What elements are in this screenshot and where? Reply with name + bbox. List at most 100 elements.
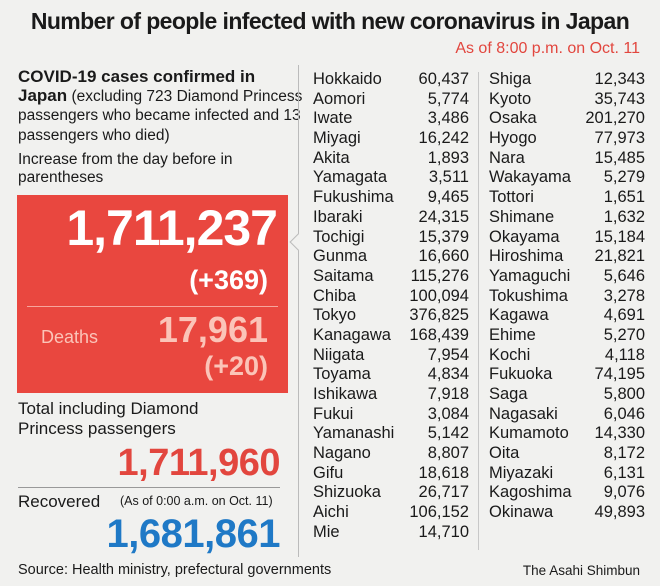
prefecture-name: Shizuoka: [313, 483, 381, 502]
prefecture-row: Iwate 3,486: [313, 109, 469, 129]
prefecture-row: Kagoshima 9,076: [489, 483, 645, 503]
prefecture-row: Gunma 16,660: [313, 247, 469, 267]
prefecture-name: Nagano: [313, 444, 371, 463]
prefecture-cases: 3,084: [427, 404, 469, 423]
prefecture-name: Chiba: [313, 286, 357, 305]
prefecture-row: Ishikawa 7,918: [313, 385, 469, 405]
prefecture-name: Shimane: [489, 207, 555, 226]
recovered-label: Recovered: [18, 492, 101, 511]
prefecture-name: Aomori: [313, 89, 366, 108]
prefecture-cases: 6,046: [603, 404, 645, 423]
prefecture-cases: 18,618: [418, 463, 469, 482]
prefecture-row: Toyama 4,834: [313, 365, 469, 385]
prefecture-name: Kanagawa: [313, 325, 391, 344]
prefecture-cases: 9,076: [603, 483, 645, 502]
prefecture-row: Mie 14,710: [313, 523, 469, 543]
prefecture-cases: 24,315: [418, 207, 469, 226]
prefecture-row: Chiba 100,094: [313, 287, 469, 307]
prefecture-row: Shimane 1,632: [489, 208, 645, 228]
prefecture-cases: 3,278: [603, 286, 645, 305]
prefecture-name: Gifu: [313, 463, 344, 482]
prefecture-row: Fukushima 9,465: [313, 188, 469, 208]
prefecture-row: Nara 15,485: [489, 149, 645, 169]
prefecture-name: Osaka: [489, 109, 537, 128]
prefecture-name: Nara: [489, 148, 525, 167]
prefecture-row: Tokyo 376,825: [313, 306, 469, 326]
prefecture-cases: 100,094: [409, 286, 469, 305]
prefecture-row: Shiga 12,343: [489, 70, 645, 90]
prefecture-cases: 1,651: [603, 188, 645, 207]
prefecture-cases: 21,821: [594, 247, 645, 266]
prefecture-cases: 12,343: [594, 70, 645, 88]
total-cases-box: 1,711,237 (+369) Deaths 17,961 (+20): [17, 195, 288, 393]
prefecture-row: Kagawa 4,691: [489, 306, 645, 326]
prefecture-row: Oita 8,172: [489, 444, 645, 464]
prefecture-cases: 201,270: [585, 109, 645, 128]
prefecture-cases: 8,172: [603, 444, 645, 463]
prefecture-row: Hokkaido 60,437: [313, 70, 469, 90]
prefecture-cases: 1,893: [427, 148, 469, 167]
prefecture-cases: 5,279: [603, 168, 645, 187]
prefecture-name: Okinawa: [489, 503, 554, 522]
prefecture-row: Miyazaki 6,131: [489, 464, 645, 484]
prefecture-row: Hyogo 77,973: [489, 129, 645, 149]
recovered-note: (As of 0:00 a.m. on Oct. 11): [120, 494, 273, 508]
prefecture-row: Yamanashi 5,142: [313, 424, 469, 444]
prefecture-cases: 4,834: [427, 365, 469, 384]
increase-note: Increase from the day before in parenthe…: [18, 151, 233, 186]
prefecture-name: Kagawa: [489, 306, 549, 325]
prefecture-row: Yamagata 3,511: [313, 168, 469, 188]
prefecture-cases: 115,276: [410, 266, 469, 285]
divider: [27, 306, 278, 307]
prefecture-cases: 74,195: [594, 365, 645, 384]
total-incl-label: Total including Diamond Princess passeng…: [18, 399, 199, 438]
prefecture-name: Ehime: [489, 325, 536, 344]
recovered-count: 1,681,861: [106, 512, 281, 556]
prefecture-cases: 5,646: [603, 266, 645, 285]
prefecture-cases: 5,774: [427, 89, 469, 108]
prefecture-cases: 16,242: [418, 129, 469, 148]
prefecture-list-right: Shiga 12,343 Kyoto 35,743 Osaka 201,270 Hyogo 7…: [489, 70, 645, 523]
prefecture-name: Tottori: [489, 188, 534, 207]
credit: The Asahi Shimbun: [522, 563, 640, 578]
page-title: Number of people infected with new coron…: [30, 8, 630, 34]
prefecture-row: Ibaraki 24,315: [313, 208, 469, 228]
prefecture-row: Shizuoka 26,717: [313, 483, 469, 503]
prefecture-cases: 376,825: [409, 306, 469, 325]
prefecture-row: Niigata 7,954: [313, 346, 469, 366]
prefecture-row: Gifu 18,618: [313, 464, 469, 484]
prefecture-row: Nagasaki 6,046: [489, 405, 645, 425]
prefecture-cases: 5,142: [427, 424, 469, 443]
prefecture-cases: 15,485: [594, 148, 645, 167]
prefecture-row: Kumamoto 14,330: [489, 424, 645, 444]
total-incl-count: 1,711,960: [117, 442, 281, 484]
prefecture-name: Wakayama: [489, 168, 571, 187]
prefecture-cases: 26,717: [418, 483, 469, 502]
prefecture-name: Iwate: [313, 109, 353, 128]
heading-bold: COVID-19 cases confirmed in Japan: [18, 67, 256, 105]
deaths-count: 17,961: [157, 309, 268, 350]
prefecture-name: Ishikawa: [313, 385, 378, 403]
prefecture-cases: 1,632: [603, 207, 645, 226]
prefecture-panel: [298, 65, 654, 557]
prefecture-cases: 16,660: [418, 247, 469, 266]
prefecture-cases: 77,973: [594, 129, 645, 148]
prefecture-name: Kagoshima: [489, 483, 572, 502]
prefecture-name: Yamaguchi: [489, 266, 571, 285]
prefecture-row: Nagano 8,807: [313, 444, 469, 464]
divider: [18, 487, 280, 488]
prefecture-row: Tokushima 3,278: [489, 287, 645, 307]
prefecture-row: Tochigi 15,379: [313, 228, 469, 248]
prefecture-cases: 7,954: [427, 345, 469, 364]
prefecture-name: Toyama: [313, 365, 371, 384]
prefecture-name: Kumamoto: [489, 424, 569, 443]
prefecture-name: Fukui: [313, 404, 354, 423]
prefecture-cases: 49,893: [594, 503, 645, 522]
prefecture-row: Wakayama 5,279: [489, 168, 645, 188]
prefecture-row: Yamaguchi 5,646: [489, 267, 645, 287]
prefecture-cases: 9,465: [427, 188, 469, 207]
prefecture-row: Aomori 5,774: [313, 90, 469, 110]
prefecture-name: Okayama: [489, 227, 560, 246]
prefecture-row: Saga 5,800: [489, 385, 645, 405]
prefecture-row: Saitama 115,276: [313, 267, 469, 287]
